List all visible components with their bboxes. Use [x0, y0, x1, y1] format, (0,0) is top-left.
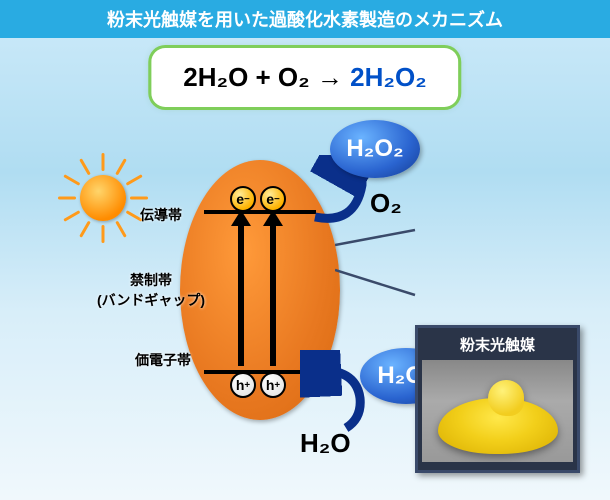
forbidden-band-label: 禁制帯 (バンドギャップ)	[97, 270, 205, 310]
page-title-bar: 粉末光触媒を用いた過酸化水素製造のメカニズム	[0, 0, 610, 38]
valence-band-label: 価電子帯	[135, 350, 191, 370]
powder-photo	[422, 360, 573, 462]
conduction-band-label: 伝導帯	[140, 205, 182, 225]
h2o-label: H₂O	[300, 428, 351, 459]
electron-1: e−	[230, 186, 256, 212]
sun-icon	[80, 175, 126, 221]
reaction-equation: 2H₂O + O₂ → 2H₂O₂	[151, 48, 458, 107]
page-title: 粉末光触媒を用いた過酸化水素製造のメカニズム	[107, 10, 503, 30]
hole-1: h+	[230, 372, 256, 398]
callout-lines	[335, 215, 425, 315]
excitation-arrow-1	[238, 224, 244, 366]
hole-2: h+	[260, 372, 286, 398]
equation-reactants: 2H₂O + O₂ →	[183, 62, 350, 92]
yellow-powder	[438, 398, 558, 454]
electron-2: e−	[260, 186, 286, 212]
photocatalyst-photo-box: 粉末光触媒	[415, 325, 580, 473]
equation-product: 2H₂O₂	[350, 62, 427, 92]
photo-caption: 粉末光触媒	[422, 332, 573, 360]
h2o2-top-bubble: H₂O₂	[330, 120, 420, 178]
excitation-arrow-2	[270, 224, 276, 366]
diagram-stage: e− e− h+ h+ 伝導帯 禁制帯 (バンドギャップ) 価電子帯 H₂O₂ …	[0, 120, 610, 500]
